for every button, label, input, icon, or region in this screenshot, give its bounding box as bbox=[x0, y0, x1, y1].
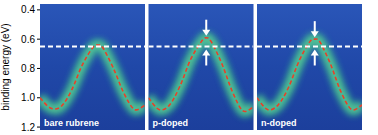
figure: bare rubrene 0.4 0.6 0.8 1.0 1.2 binding energ… bbox=[0, 0, 378, 135]
y-tick-label: 0.6 bbox=[21, 34, 35, 45]
plot-area bbox=[40, 45, 145, 110]
dispersion-line bbox=[149, 38, 254, 112]
intensity-band bbox=[149, 38, 254, 112]
arrow-head bbox=[202, 30, 210, 36]
panel-label: bare rubrene bbox=[44, 118, 99, 128]
shift-arrows bbox=[202, 20, 210, 66]
y-tick bbox=[37, 9, 40, 10]
panel: bare rubrene 0.4 0.6 0.8 1.0 1.2 binding energ… bbox=[0, 4, 145, 133]
intensity-background bbox=[257, 4, 362, 130]
y-tick-label: 0.8 bbox=[21, 63, 35, 74]
intensity-band-core bbox=[149, 38, 254, 112]
y-tick-label: 0.4 bbox=[21, 4, 35, 15]
reference-line bbox=[149, 46, 254, 48]
intensity-band bbox=[40, 45, 145, 110]
reference-line bbox=[40, 46, 145, 48]
y-axis-label: binding energy (eV) bbox=[0, 23, 11, 110]
y-tick bbox=[37, 39, 40, 40]
y-tick-label: 1.0 bbox=[21, 92, 35, 103]
arrow-head bbox=[311, 49, 319, 55]
intensity-band bbox=[257, 39, 362, 110]
intensity-band-core bbox=[40, 45, 145, 110]
intensity-background bbox=[149, 4, 254, 130]
y-tick-label: 1.2 bbox=[21, 122, 35, 133]
panel-label: n-doped bbox=[261, 118, 297, 128]
panel: p-doped bbox=[149, 4, 254, 130]
y-tick bbox=[37, 127, 40, 128]
arrow-head bbox=[202, 49, 210, 55]
arrow-head bbox=[311, 31, 319, 37]
dispersion-line bbox=[40, 45, 145, 110]
y-tick bbox=[37, 68, 40, 69]
panel-label: p-doped bbox=[153, 118, 189, 128]
dispersion-line bbox=[257, 39, 362, 110]
y-tick bbox=[37, 97, 40, 98]
panel: n-doped bbox=[257, 4, 362, 130]
intensity-band-core bbox=[257, 39, 362, 110]
plot-area bbox=[149, 38, 254, 112]
shift-arrows bbox=[311, 21, 319, 65]
intensity-background bbox=[40, 4, 145, 130]
reference-line bbox=[257, 46, 362, 48]
plot-area bbox=[257, 39, 362, 110]
